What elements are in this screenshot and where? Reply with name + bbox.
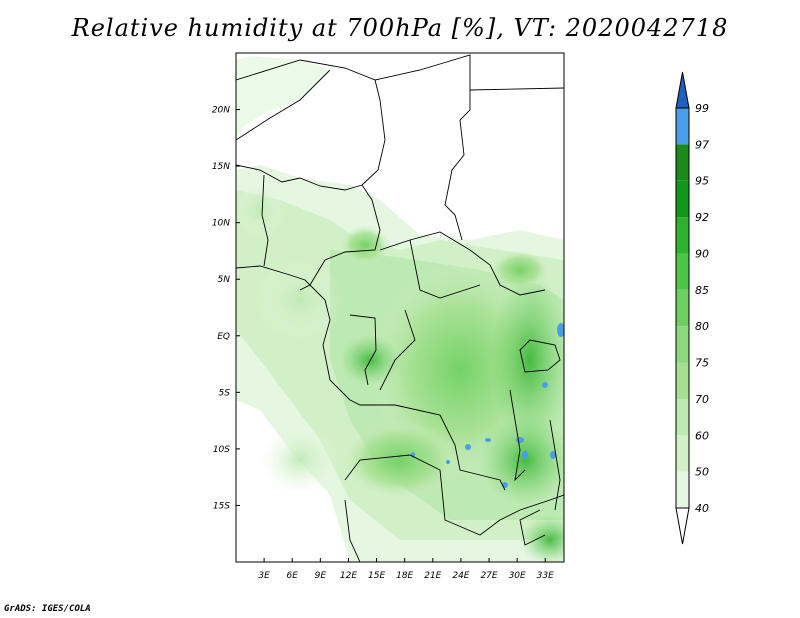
x-tick-label: 3E [258, 571, 270, 581]
colorbar-label: 99 [695, 102, 709, 115]
x-tick-label: 6E [287, 571, 299, 581]
map-borders [236, 54, 564, 562]
y-tick-label: 10S [213, 445, 230, 455]
colorbar: 40 50 60 70 75 80 85 90 92 95 97 99 [675, 71, 709, 545]
y-tick-label: 15N [212, 162, 230, 172]
colorbar-label: 90 [695, 247, 709, 260]
y-tick-label: EQ [217, 332, 230, 342]
colorbar-bin [676, 398, 689, 436]
colorbar-bin [676, 144, 689, 181]
x-tick-label: 21E [424, 571, 441, 581]
colorbar-bin [676, 435, 689, 472]
colorbar-bin [676, 180, 689, 218]
humidity-field [236, 53, 564, 562]
colorbar-bin [676, 253, 689, 290]
colorbar-label: 70 [695, 393, 709, 406]
x-tick-label: 24E [452, 571, 469, 581]
colorbar-bin [676, 289, 689, 327]
colorbar-under-triangle [675, 507, 690, 545]
y-tick-label: 15S [213, 501, 230, 511]
x-tick-label: 9E [315, 571, 327, 581]
plot-frame [235, 52, 565, 563]
colorbar-label: 92 [695, 211, 709, 224]
colorbar-bin [676, 108, 689, 145]
credit-label: GrADS: IGES/COLA [4, 604, 91, 614]
colorbar-label: 95 [695, 175, 709, 188]
y-tick-label: 5S [219, 388, 231, 398]
colorbar-label: 75 [695, 357, 709, 370]
colorbar-label: 80 [695, 320, 709, 333]
x-tick-label: 27E [480, 571, 497, 581]
y-tick-label: 5N [218, 275, 231, 285]
x-tick-label: 18E [396, 571, 413, 581]
colorbar-bin [676, 217, 689, 254]
x-tick-label: 15E [368, 571, 385, 581]
colorbar-bin [676, 362, 689, 399]
chart-title: Relative humidity at 700hPa [%], VT: 202… [71, 14, 729, 42]
x-tick-label: 12E [340, 571, 357, 581]
colorbar-bin [676, 326, 689, 363]
colorbar-label: 60 [695, 429, 709, 442]
colorbar-label: 50 [695, 466, 709, 479]
colorbar-bin [676, 471, 689, 508]
x-tick-label: 33E [537, 571, 554, 581]
colorbar-label: 97 [695, 138, 709, 151]
colorbar-over-triangle [675, 71, 690, 109]
colorbar-label: 40 [695, 502, 709, 515]
colorbar-frame [675, 107, 690, 509]
x-axis: 3E 6E 9E 12E 15E 18E 21E 24E 27E 30E 33E [258, 558, 554, 581]
y-axis: 20N 15N 10N 5N EQ 5S 10S 15S [212, 106, 240, 511]
y-tick-label: 10N [212, 219, 230, 229]
y-tick-label: 20N [212, 106, 230, 116]
x-tick-label: 30E [509, 571, 526, 581]
colorbar-label: 85 [695, 284, 709, 297]
